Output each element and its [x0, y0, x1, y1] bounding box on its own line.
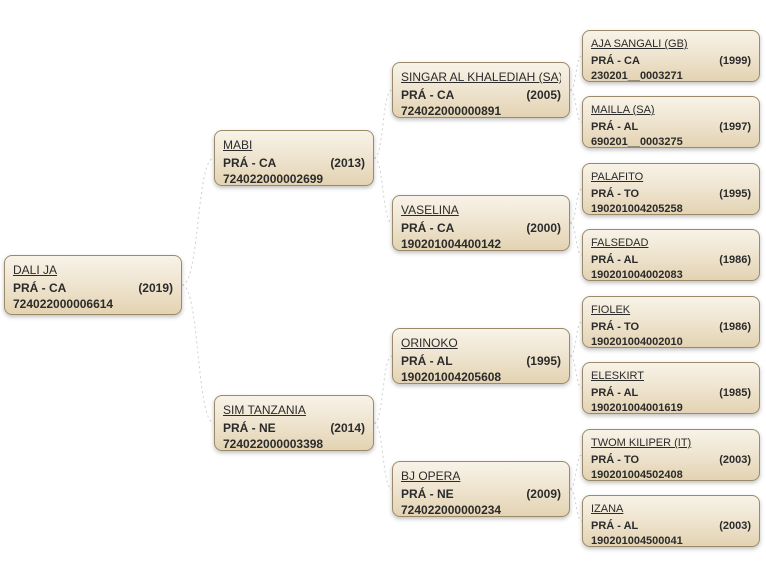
node-id: 724022000000234: [401, 502, 561, 518]
node-year: (2005): [526, 87, 561, 103]
pedigree-node-dam[interactable]: SIM TANZANIA PRÁ - NE (2014) 72402200000…: [214, 395, 374, 451]
node-breed: PRÁ - TO: [591, 187, 639, 202]
pedigree-node-dsd[interactable]: ELESKIRT PRÁ - AL (1985) 190201004001619: [582, 362, 760, 414]
node-breed: PRÁ - CA: [401, 220, 454, 236]
node-year: (1986): [719, 253, 751, 268]
node-name: VASELINA: [401, 202, 561, 218]
pedigree-node-sd[interactable]: VASELINA PRÁ - CA (2000) 190201004400142: [392, 195, 570, 251]
node-name: AJA SANGALI (GB): [591, 37, 751, 52]
node-name: FALSEDAD: [591, 236, 751, 251]
pedigree-node-ddd[interactable]: IZANA PRÁ - AL (2003) 190201004500041: [582, 495, 760, 547]
node-year: (2009): [526, 486, 561, 502]
node-year: (1995): [719, 187, 751, 202]
node-year: (1986): [719, 320, 751, 335]
pedigree-node-root[interactable]: DALI JA PRÁ - CA (2019) 724022000006614: [4, 255, 182, 315]
node-id: 190201004205608: [401, 369, 561, 385]
node-name: MABI: [223, 137, 365, 153]
node-breed: PRÁ - NE: [401, 486, 454, 502]
node-year: (1999): [719, 54, 751, 69]
node-year: (2013): [330, 155, 365, 171]
node-id: 724022000000891: [401, 103, 561, 119]
node-id: 190201004205258: [591, 202, 751, 217]
pedigree-node-ds[interactable]: ORINOKO PRÁ - AL (1995) 190201004205608: [392, 328, 570, 384]
node-id: 724022000002699: [223, 171, 365, 187]
node-id: 230201__0003271: [591, 69, 751, 84]
node-breed: PRÁ - CA: [401, 87, 454, 103]
node-name: SINGAR AL KHALEDIAH (SA): [401, 69, 561, 85]
node-id: 690201__0003275: [591, 135, 751, 150]
node-breed: PRÁ - CA: [591, 54, 640, 69]
node-name: ELESKIRT: [591, 369, 751, 384]
pedigree-node-dss[interactable]: FIOLEK PRÁ - TO (1986) 190201004002010: [582, 296, 760, 348]
node-id: 190201004002083: [591, 268, 751, 283]
node-year: (1997): [719, 120, 751, 135]
node-breed: PRÁ - AL: [591, 386, 638, 401]
node-name: ORINOKO: [401, 335, 561, 351]
node-breed: PRÁ - CA: [13, 280, 66, 296]
node-breed: PRÁ - NE: [223, 420, 276, 436]
pedigree-node-sire[interactable]: MABI PRÁ - CA (2013) 724022000002699: [214, 130, 374, 186]
node-breed: PRÁ - AL: [591, 253, 638, 268]
pedigree-node-ss[interactable]: SINGAR AL KHALEDIAH (SA) PRÁ - CA (2005)…: [392, 62, 570, 118]
node-id: 190201004002010: [591, 335, 751, 350]
node-year: (2000): [526, 220, 561, 236]
node-breed: PRÁ - AL: [401, 353, 453, 369]
pedigree-node-sss[interactable]: AJA SANGALI (GB) PRÁ - CA (1999) 230201_…: [582, 30, 760, 82]
node-name: TWOM KILIPER (IT): [591, 436, 751, 451]
node-id: 190201004400142: [401, 236, 561, 252]
pedigree-node-ssd[interactable]: MAILLA (SA) PRÁ - AL (1997) 690201__0003…: [582, 96, 760, 148]
node-breed: PRÁ - TO: [591, 320, 639, 335]
node-name: SIM TANZANIA: [223, 402, 365, 418]
node-year: (1985): [719, 386, 751, 401]
node-id: 190201004500041: [591, 534, 751, 549]
node-name: FIOLEK: [591, 303, 751, 318]
node-id: 190201004001619: [591, 401, 751, 416]
node-id: 724022000003398: [223, 436, 365, 452]
node-year: (2019): [138, 280, 173, 296]
node-id: 190201004502408: [591, 468, 751, 483]
node-breed: PRÁ - CA: [223, 155, 276, 171]
pedigree-node-dd[interactable]: BJ OPERA PRÁ - NE (2009) 724022000000234: [392, 461, 570, 517]
node-year: (2014): [330, 420, 365, 436]
node-name: DALI JA: [13, 262, 173, 278]
pedigree-node-sdd[interactable]: FALSEDAD PRÁ - AL (1986) 190201004002083: [582, 229, 760, 281]
node-name: BJ OPERA: [401, 468, 561, 484]
pedigree-node-sds[interactable]: PALAFITO PRÁ - TO (1995) 190201004205258: [582, 163, 760, 215]
pedigree-node-dds[interactable]: TWOM KILIPER (IT) PRÁ - TO (2003) 190201…: [582, 429, 760, 481]
node-id: 724022000006614: [13, 296, 173, 312]
node-year: (1995): [526, 353, 561, 369]
node-year: (2003): [719, 519, 751, 534]
node-year: (2003): [719, 453, 751, 468]
node-breed: PRÁ - AL: [591, 519, 638, 534]
node-name: MAILLA (SA): [591, 103, 751, 118]
node-name: IZANA: [591, 502, 751, 517]
node-breed: PRÁ - TO: [591, 453, 639, 468]
node-breed: PRÁ - AL: [591, 120, 638, 135]
node-name: PALAFITO: [591, 170, 751, 185]
